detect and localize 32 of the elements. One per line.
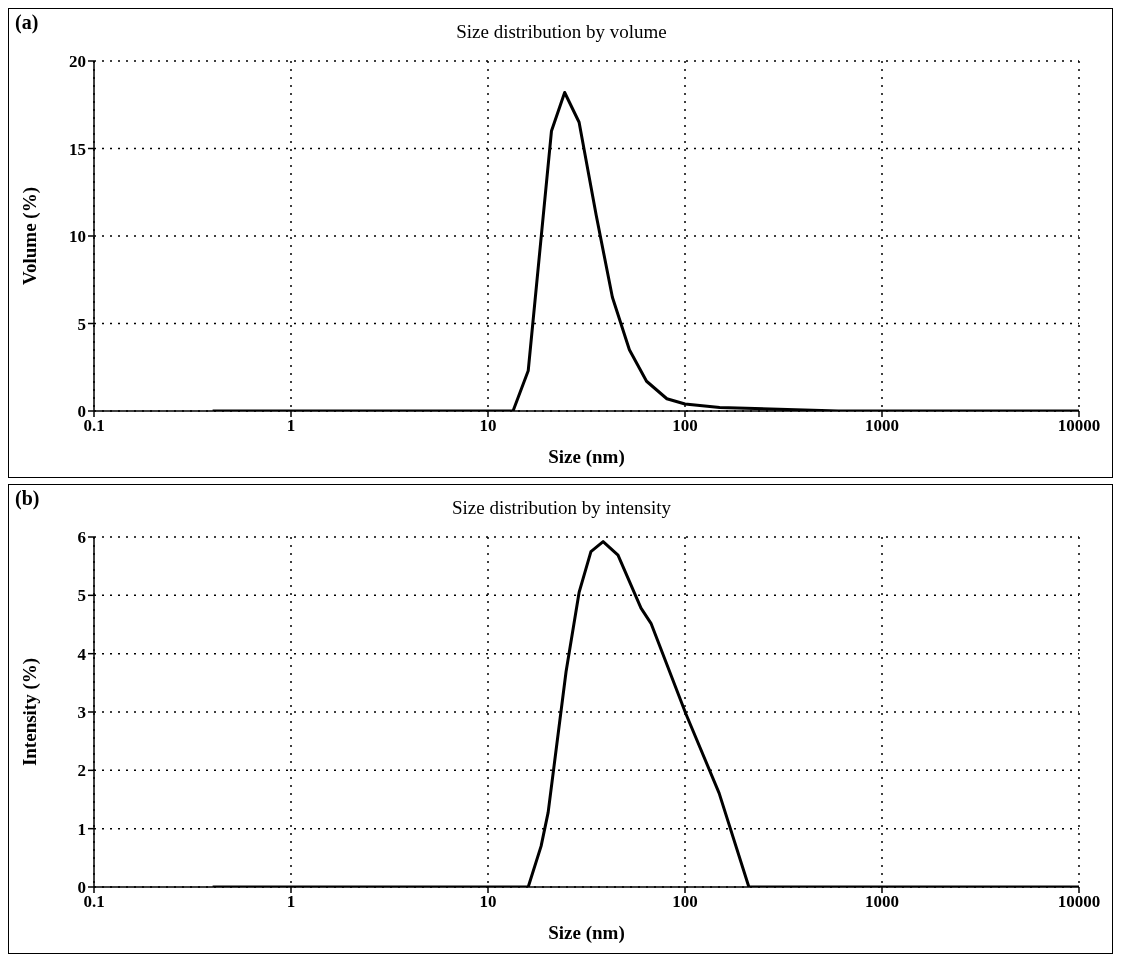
chart-title: Size distribution by volume (456, 21, 667, 42)
chart-title: Size distribution by intensity (451, 497, 672, 518)
y-tick-label: 0 (77, 402, 86, 422)
x-tick-label: 1000 (865, 892, 899, 912)
y-tick-label: 4 (77, 644, 87, 664)
x-axis-title: Size (nm) (548, 922, 625, 944)
x-tick-label: 100 (672, 892, 698, 912)
y-tick-label: 3 (77, 703, 86, 723)
y-tick-label: 1 (77, 819, 86, 839)
y-axis-title: Intensity (%) (18, 657, 41, 767)
x-tick-label: 10 (479, 416, 497, 436)
y-tick-label: 2 (77, 761, 86, 781)
x-tick-label: 10000 (1057, 416, 1101, 436)
y-tick-label: 5 (77, 586, 86, 606)
y-tick-label: 0 (77, 878, 86, 898)
x-tick-label: 1 (286, 892, 296, 912)
x-tick-label: 1000 (865, 416, 899, 436)
x-tick-label: 10 (479, 892, 497, 912)
y-tick-label: 15 (69, 139, 86, 159)
y-tick-label: 5 (77, 314, 86, 334)
x-tick-label: 1 (286, 416, 296, 436)
x-tick-label: 10000 (1057, 892, 1101, 912)
x-tick-label: 0.1 (83, 892, 105, 912)
x-tick-label: 100 (672, 416, 698, 436)
y-tick-label: 6 (77, 528, 86, 548)
y-tick-label: 20 (69, 52, 86, 72)
x-tick-label: 0.1 (83, 416, 105, 436)
y-tick-label: 10 (69, 227, 86, 247)
y-axis-title: Volume (%) (18, 187, 41, 285)
x-axis-title: Size (nm) (548, 446, 625, 468)
text: (a) (15, 11, 39, 34)
text: (b) (15, 487, 40, 510)
